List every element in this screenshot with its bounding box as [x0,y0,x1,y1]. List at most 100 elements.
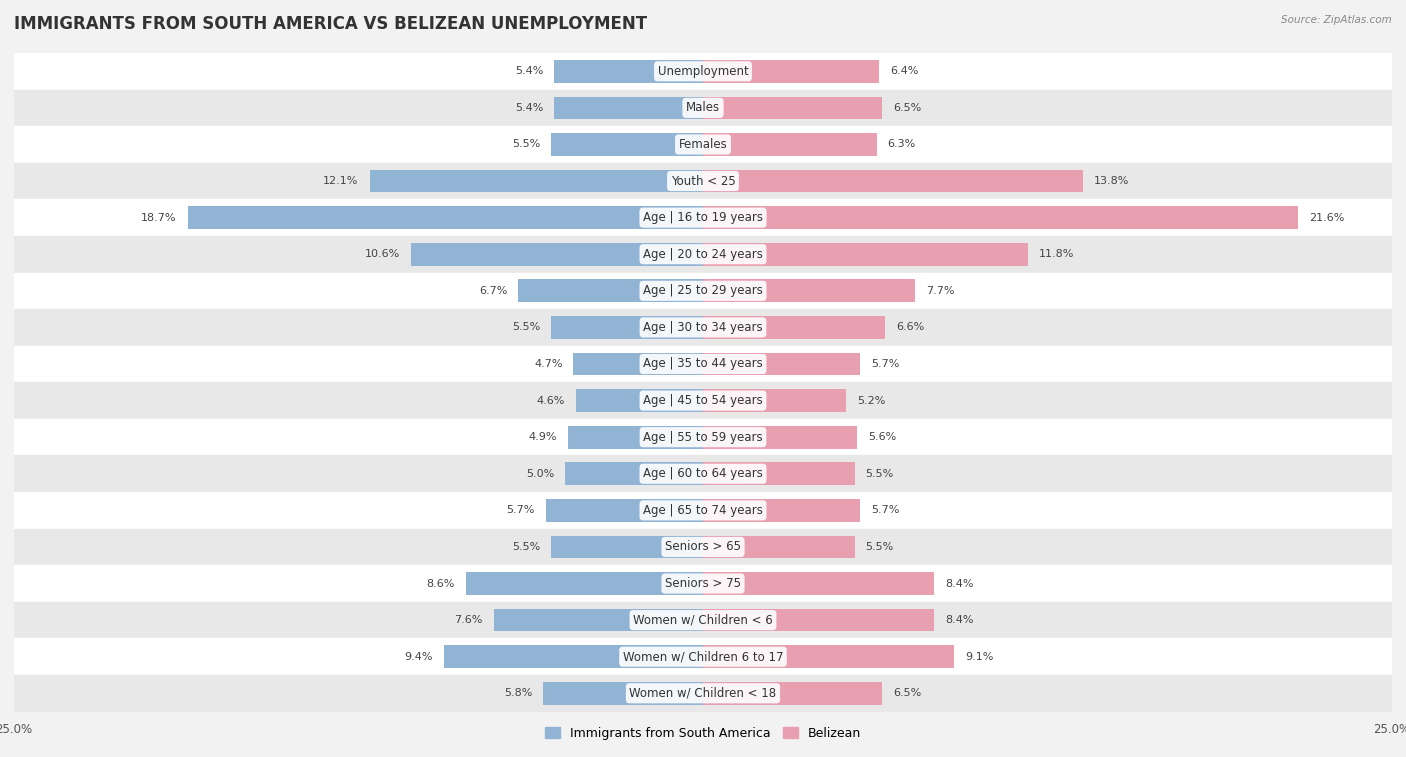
Text: Age | 30 to 34 years: Age | 30 to 34 years [643,321,763,334]
Text: 6.6%: 6.6% [896,322,924,332]
Bar [703,243,1028,266]
Bar [14,492,1392,528]
Bar [703,316,884,338]
Bar [14,126,1392,163]
Text: 8.4%: 8.4% [945,615,974,625]
Text: 12.1%: 12.1% [323,176,359,186]
Bar [551,133,703,156]
Bar [14,638,1392,675]
Text: Youth < 25: Youth < 25 [671,175,735,188]
Text: 4.9%: 4.9% [529,432,557,442]
Text: 13.8%: 13.8% [1094,176,1129,186]
Text: Age | 16 to 19 years: Age | 16 to 19 years [643,211,763,224]
Text: 7.7%: 7.7% [927,286,955,296]
Text: Women w/ Children < 6: Women w/ Children < 6 [633,614,773,627]
Text: 9.4%: 9.4% [405,652,433,662]
Text: 4.7%: 4.7% [534,359,562,369]
Text: 5.5%: 5.5% [866,542,894,552]
Text: Unemployment: Unemployment [658,65,748,78]
Bar [444,646,703,668]
Text: Women w/ Children < 18: Women w/ Children < 18 [630,687,776,699]
Bar [14,456,1392,492]
Text: 5.5%: 5.5% [866,469,894,478]
Bar [703,463,855,485]
Text: Age | 35 to 44 years: Age | 35 to 44 years [643,357,763,370]
Bar [14,346,1392,382]
Legend: Immigrants from South America, Belizean: Immigrants from South America, Belizean [540,722,866,745]
Text: 5.4%: 5.4% [515,103,543,113]
Bar [703,279,915,302]
Text: Age | 20 to 24 years: Age | 20 to 24 years [643,248,763,260]
Bar [703,207,1298,229]
Bar [568,426,703,448]
Bar [565,463,703,485]
Text: 8.6%: 8.6% [426,578,456,588]
Text: Females: Females [679,138,727,151]
Bar [519,279,703,302]
Text: Age | 25 to 29 years: Age | 25 to 29 years [643,285,763,298]
Bar [494,609,703,631]
Text: Women w/ Children 6 to 17: Women w/ Children 6 to 17 [623,650,783,663]
Text: 5.2%: 5.2% [858,396,886,406]
Text: Males: Males [686,101,720,114]
Bar [703,426,858,448]
Bar [546,499,703,522]
Bar [14,199,1392,236]
Bar [14,236,1392,273]
Bar [370,170,703,192]
Bar [703,682,882,705]
Bar [554,60,703,83]
Text: 5.7%: 5.7% [872,359,900,369]
Text: 21.6%: 21.6% [1309,213,1344,223]
Text: 18.7%: 18.7% [141,213,177,223]
Bar [703,572,935,595]
Text: Age | 60 to 64 years: Age | 60 to 64 years [643,467,763,480]
Text: 6.7%: 6.7% [479,286,508,296]
Text: 6.5%: 6.5% [893,688,921,698]
Text: Seniors > 75: Seniors > 75 [665,577,741,590]
Bar [703,609,935,631]
Bar [14,309,1392,346]
Bar [551,536,703,558]
Text: 7.6%: 7.6% [454,615,482,625]
Bar [14,528,1392,565]
Bar [14,382,1392,419]
Text: 6.5%: 6.5% [893,103,921,113]
Text: Age | 55 to 59 years: Age | 55 to 59 years [643,431,763,444]
Bar [554,97,703,119]
Text: 6.3%: 6.3% [887,139,915,149]
Bar [703,536,855,558]
Bar [14,675,1392,712]
Bar [703,97,882,119]
Bar [551,316,703,338]
Bar [14,602,1392,638]
Bar [703,60,879,83]
Bar [543,682,703,705]
Bar [703,499,860,522]
Bar [703,353,860,375]
Text: 5.5%: 5.5% [512,322,540,332]
Text: 5.5%: 5.5% [512,139,540,149]
Bar [14,273,1392,309]
Bar [14,565,1392,602]
Text: 5.7%: 5.7% [506,506,534,516]
Text: 5.0%: 5.0% [526,469,554,478]
Bar [187,207,703,229]
Text: 5.5%: 5.5% [512,542,540,552]
Text: 5.7%: 5.7% [872,506,900,516]
Text: IMMIGRANTS FROM SOUTH AMERICA VS BELIZEAN UNEMPLOYMENT: IMMIGRANTS FROM SOUTH AMERICA VS BELIZEA… [14,15,647,33]
Text: 5.6%: 5.6% [869,432,897,442]
Bar [14,163,1392,199]
Bar [574,353,703,375]
Text: 4.6%: 4.6% [537,396,565,406]
Text: 9.1%: 9.1% [965,652,993,662]
Bar [411,243,703,266]
Bar [703,646,953,668]
Bar [703,389,846,412]
Text: Seniors > 65: Seniors > 65 [665,540,741,553]
Bar [465,572,703,595]
Text: 6.4%: 6.4% [890,67,918,76]
Text: 10.6%: 10.6% [364,249,399,259]
Bar [14,89,1392,126]
Bar [14,53,1392,89]
